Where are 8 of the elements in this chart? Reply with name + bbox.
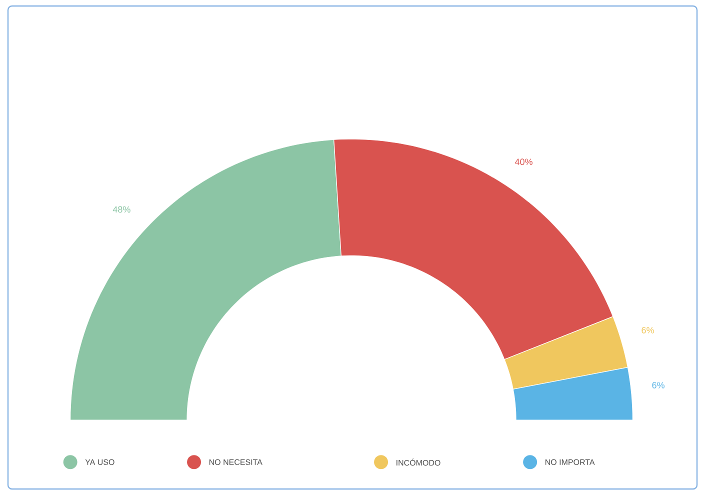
legend-label: YA USO [85,459,114,465]
legend-label: INCÓMODO [396,458,440,466]
data-label: 6% [652,382,664,388]
legend-label: NO IMPORTA [546,459,595,465]
data-label: 40% [514,158,532,166]
data-label: 48% [112,206,130,213]
data-label: 6% [642,327,654,334]
legend-label: NO NECESITA [209,459,262,465]
